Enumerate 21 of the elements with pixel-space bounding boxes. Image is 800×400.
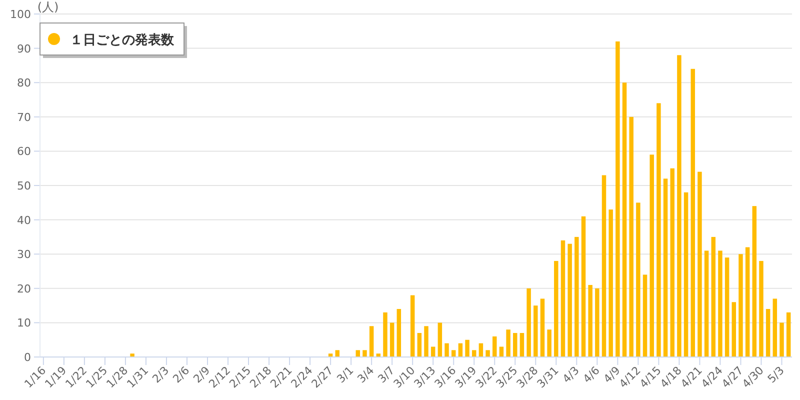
x-tick-label: 2/6 — [170, 364, 192, 386]
y-tick-label: 10 — [17, 316, 31, 330]
x-tick-label: 3/1 — [334, 364, 356, 386]
x-tick-label: 3/4 — [354, 364, 377, 386]
legend: １日ごとの発表数 — [40, 22, 187, 58]
y-tick-label: 0 — [24, 351, 31, 364]
y-tick-label: 50 — [17, 180, 31, 192]
y-tick-label: 60 — [17, 145, 31, 158]
legend-label: １日ごとの発表数 — [70, 33, 175, 48]
y-tick-label: 40 — [17, 214, 31, 227]
x-tick-label: 4/6 — [580, 364, 602, 386]
y-tick-label: 70 — [17, 110, 31, 124]
x-tick-label: 2/3 — [150, 364, 172, 386]
y-tick-label: 30 — [17, 248, 31, 262]
y-axis-title: (人) — [37, 0, 59, 14]
x-tick-label: 4/3 — [560, 364, 582, 386]
y-tick-label: 80 — [17, 76, 31, 90]
y-tick-label: 100 — [10, 8, 31, 21]
y-tick-label: 90 — [17, 42, 31, 56]
x-tick-label: 5/3 — [765, 364, 787, 386]
y-tick-label: 20 — [17, 282, 31, 296]
